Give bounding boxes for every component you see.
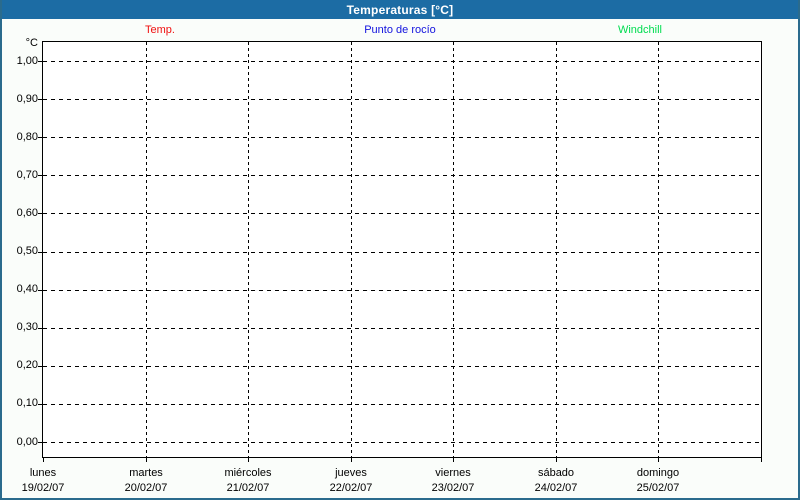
x-axis-tick (658, 458, 659, 462)
x-day-label: jueves (335, 467, 367, 479)
x-date-label: 22/02/07 (329, 482, 373, 494)
y-axis-tick (38, 175, 42, 176)
x-axis-tick (146, 458, 147, 462)
y-axis-unit-label: °C (25, 37, 38, 49)
y-tick-label: 0,60 (16, 207, 38, 219)
y-axis-tick (38, 213, 42, 214)
v-gridline (453, 42, 454, 457)
x-day-label: lunes (29, 467, 57, 479)
h-gridline (43, 404, 761, 405)
y-axis-tick (38, 404, 42, 405)
y-axis-tick (38, 137, 42, 138)
y-tick-label: 0,20 (16, 359, 38, 371)
x-axis-tick (43, 458, 44, 462)
x-axis-tick (761, 458, 762, 462)
y-axis-tick (38, 366, 42, 367)
v-gridline (658, 42, 659, 457)
y-tick-label: 0,30 (16, 321, 38, 333)
h-gridline (43, 99, 761, 100)
v-gridline (248, 42, 249, 457)
y-tick-label: 0,50 (16, 245, 38, 257)
x-axis-tick (248, 458, 249, 462)
chart-title: Temperaturas [°C] (346, 2, 454, 17)
y-tick-label: 1,00 (16, 55, 38, 67)
h-gridline (43, 366, 761, 367)
y-axis-tick (38, 290, 42, 291)
h-gridline (43, 61, 761, 62)
legend-item-3: Windchill (617, 24, 662, 36)
x-date-label: 23/02/07 (431, 482, 475, 494)
y-tick-label: 0,10 (16, 397, 38, 409)
y-tick-label: 0,80 (16, 131, 38, 143)
legend-item-1: Temp. (145, 24, 175, 36)
x-date-label: 25/02/07 (636, 482, 680, 494)
x-day-label: viernes (435, 467, 471, 479)
x-date-label: 24/02/07 (534, 482, 578, 494)
x-date-label: 20/02/07 (124, 482, 168, 494)
x-date-label: 19/02/07 (21, 482, 65, 494)
plot-area (42, 41, 762, 458)
v-gridline (351, 42, 352, 457)
h-gridline (43, 252, 761, 253)
v-gridline (146, 42, 147, 457)
chart-title-bar: Temperaturas [°C] (2, 0, 798, 19)
x-date-label: 21/02/07 (226, 482, 270, 494)
legend-item-2: Punto de rocío (364, 24, 436, 36)
x-day-label: miércoles (224, 467, 272, 479)
x-axis-tick (556, 458, 557, 462)
y-axis-tick (38, 99, 42, 100)
x-axis-tick (351, 458, 352, 462)
y-tick-label: 0,70 (16, 169, 38, 181)
x-axis-tick (453, 458, 454, 462)
x-day-label: domingo (636, 467, 680, 479)
y-axis-tick (38, 328, 42, 329)
h-gridline (43, 442, 761, 443)
x-day-label: martes (129, 467, 163, 479)
x-day-label: sábado (537, 467, 575, 479)
h-gridline (43, 175, 761, 176)
y-tick-label: 0,40 (16, 283, 38, 295)
y-tick-label: 0,90 (16, 93, 38, 105)
h-gridline (43, 213, 761, 214)
legend: Temp. Punto de rocío Windchill (40, 23, 760, 38)
v-gridline (556, 42, 557, 457)
y-tick-label: 0,00 (16, 436, 38, 448)
y-axis-tick (38, 61, 42, 62)
h-gridline (43, 290, 761, 291)
h-gridline (43, 137, 761, 138)
y-axis-tick (38, 252, 42, 253)
h-gridline (43, 328, 761, 329)
y-axis-tick (38, 442, 42, 443)
